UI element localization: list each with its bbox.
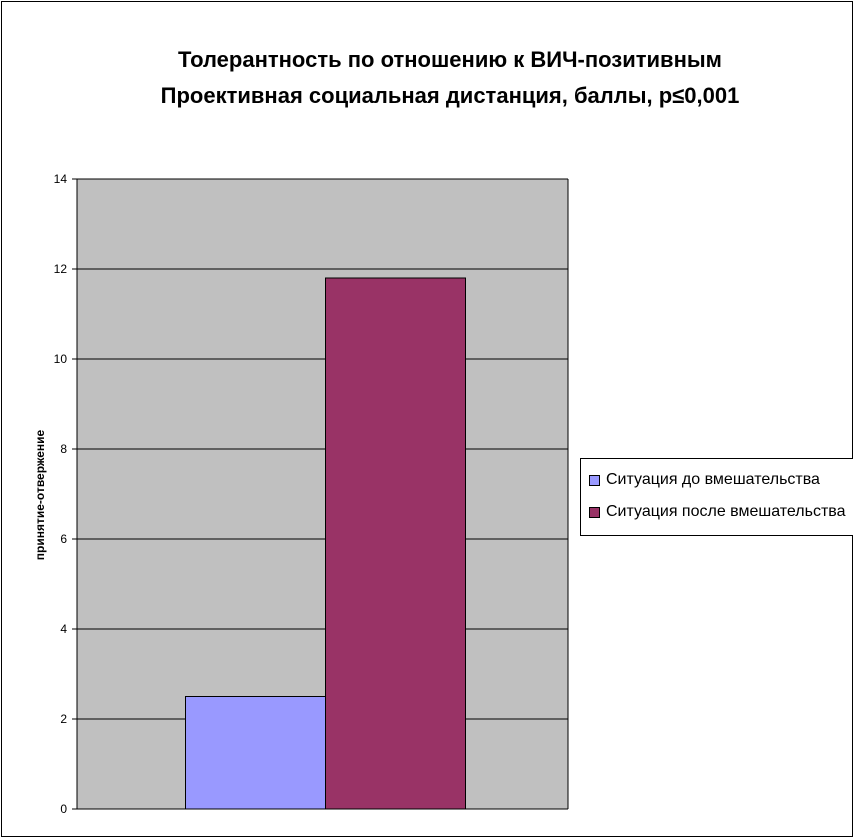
y-tick-label: 12 — [54, 262, 68, 276]
y-tick-label: 8 — [60, 442, 67, 456]
y-tick-label: 2 — [60, 712, 67, 726]
chart-title: Толерантность по отношению к ВИЧ-позитив… — [178, 47, 722, 72]
y-axis-label: принятие-отвержение — [33, 429, 47, 560]
bars — [185, 277, 466, 810]
legend-label-before: Ситуация до вмешательства — [606, 471, 820, 488]
y-tick-labels: 0 2 4 6 8 10 12 14 — [54, 172, 68, 816]
legend: Ситуация до вмешательства Ситуация после… — [580, 458, 853, 536]
y-tick-label: 6 — [60, 532, 67, 546]
bar-after — [325, 277, 466, 810]
y-tick-label: 14 — [54, 172, 68, 186]
bar-before — [185, 696, 326, 810]
y-tick-label: 0 — [60, 802, 67, 816]
chart-title-block: Толерантность по отношению к ВИЧ-позитив… — [0, 42, 854, 114]
legend-item-before: Ситуация до вмешательства — [589, 471, 820, 489]
chart-subtitle: Проективная социальная дистанция, баллы,… — [160, 83, 740, 108]
y-tick-label: 4 — [60, 622, 67, 636]
legend-label-after: Ситуация после вмешательства — [606, 503, 846, 520]
legend-swatch-after — [589, 506, 600, 518]
y-tick-label: 10 — [54, 352, 68, 366]
axes — [76, 178, 569, 810]
legend-item-after: Ситуация после вмешательства — [589, 503, 846, 521]
legend-swatch-before — [589, 474, 600, 486]
